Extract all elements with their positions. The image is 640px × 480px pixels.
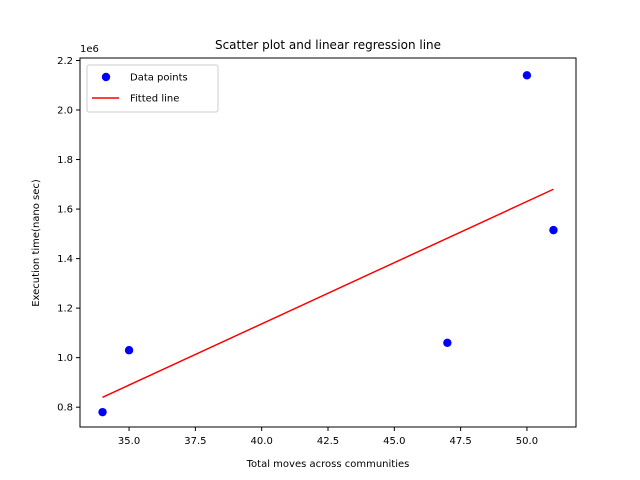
y-tick-label: 1.4 [57,254,73,265]
y-offset-label: 1e6 [80,44,99,55]
legend-box [86,64,219,113]
y-axis-label: Execution time(nano sec) [31,179,42,307]
x-tick-label: 47.5 [449,436,471,447]
y-tick-label: 0.8 [57,403,73,414]
data-point [549,225,558,235]
x-tick-label: 40.0 [251,436,273,447]
y-tick-label: 1.6 [57,205,73,216]
legend: Data points Fitted line [86,64,219,113]
y-tick-label: 2.2 [57,56,73,67]
series-layer [98,71,558,417]
y-tick-label: 1.8 [57,155,73,166]
y-axis: 0.8 1.0 1.2 1.4 1.6 1.8 2.0 2.2 [57,56,80,414]
chart-title: Scatter plot and linear regression line [215,38,441,52]
legend-label: Data points [130,73,188,84]
data-point [522,71,532,80]
legend-label: Fitted line [130,94,179,105]
axes-frame [79,57,577,428]
x-tick-label: 35.0 [118,436,140,447]
y-tick-label: 1.0 [57,353,73,364]
y-tick-label: 2.0 [57,106,73,117]
data-point [443,338,452,347]
legend-marker-icon [101,72,111,82]
data-point [124,346,134,355]
x-axis-label: Total moves across communities [246,459,410,470]
data-point [98,407,107,417]
x-axis: 35.0 37.5 40.0 42.5 45.0 47.5 50.0 [118,427,538,447]
plot-area: 35.0 37.5 40.0 42.5 45.0 47.5 50.0 0.8 1.0 1.2 1.… [57,56,577,447]
x-tick-label: 45.0 [383,436,405,447]
x-tick-label: 42.5 [317,436,339,447]
x-tick-label: 37.5 [184,436,206,447]
x-tick-label: 50.0 [516,436,538,447]
y-tick-label: 1.2 [57,304,73,315]
fitted-line [102,188,554,398]
